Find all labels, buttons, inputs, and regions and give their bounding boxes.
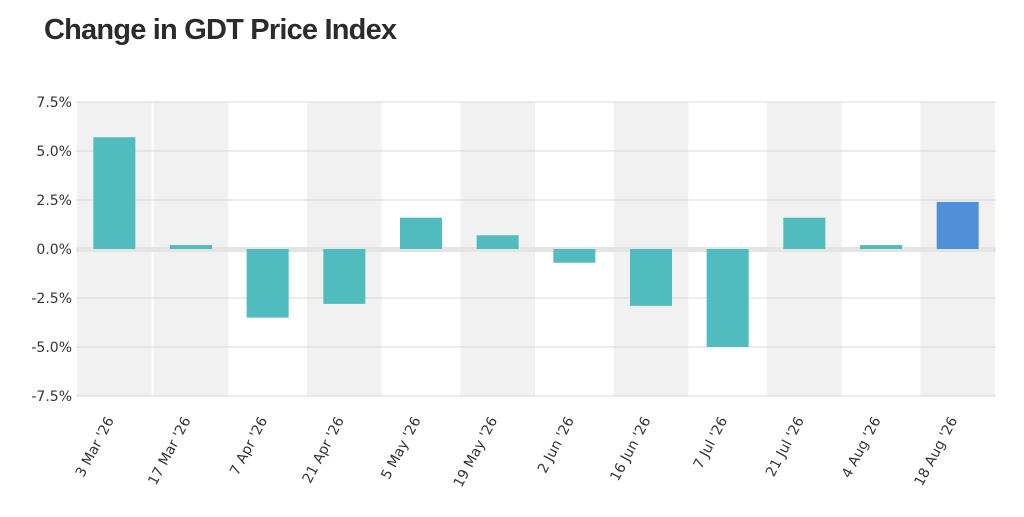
bar[interactable]	[476, 235, 519, 249]
bar[interactable]	[860, 245, 902, 249]
x-tick-label: 17 Mar '26	[145, 414, 194, 488]
x-tick-label: 5 May '26	[378, 414, 424, 482]
y-tick-label: 2.5%	[36, 193, 72, 209]
x-tick-label: 7 Jul '26	[691, 414, 732, 471]
x-tick-label: 16 Jun '26	[607, 414, 654, 484]
x-tick-label: 19 May '26	[451, 414, 501, 490]
y-tick-label: -5.0%	[31, 340, 72, 356]
x-tick-label: 21 Apr '26	[300, 414, 348, 486]
bar[interactable]	[706, 249, 749, 347]
y-tick-label: -7.5%	[31, 389, 72, 405]
bar[interactable]	[246, 249, 289, 318]
bar[interactable]	[936, 201, 979, 249]
bar[interactable]	[93, 137, 136, 249]
x-tick-label: 21 Jul '26	[763, 414, 808, 479]
bar[interactable]	[400, 217, 442, 249]
x-axis-ticks: 3 Mar '26 17 Mar '26 7 Apr '26 21 Apr '26 5 …	[73, 414, 961, 490]
x-tick-label: 3 Mar '26	[73, 414, 118, 480]
y-tick-label: 7.5%	[36, 95, 72, 111]
bar[interactable]	[783, 217, 826, 249]
bar[interactable]	[323, 249, 366, 304]
bar[interactable]	[630, 249, 672, 306]
gridlines	[76, 101, 996, 397]
bars	[93, 137, 979, 347]
y-axis-ticks: 7.5% 5.0% 2.5% 0.0% -2.5% -5.0% -7.5%	[31, 95, 72, 405]
y-tick-label: -2.5%	[31, 291, 72, 307]
x-tick-label: 7 Apr '26	[227, 414, 271, 478]
y-tick-label: 0.0%	[36, 242, 72, 258]
x-tick-label: 2 Jun '26	[535, 414, 578, 476]
y-tick-label: 5.0%	[36, 144, 72, 160]
bar[interactable]	[170, 245, 212, 249]
zero-line	[76, 247, 996, 252]
bar[interactable]	[553, 249, 596, 263]
x-tick-label: 4 Aug '26	[839, 414, 885, 481]
chart-title: Change in GDT Price Index	[44, 14, 397, 46]
x-tick-label: 18 Aug '26	[912, 414, 962, 488]
